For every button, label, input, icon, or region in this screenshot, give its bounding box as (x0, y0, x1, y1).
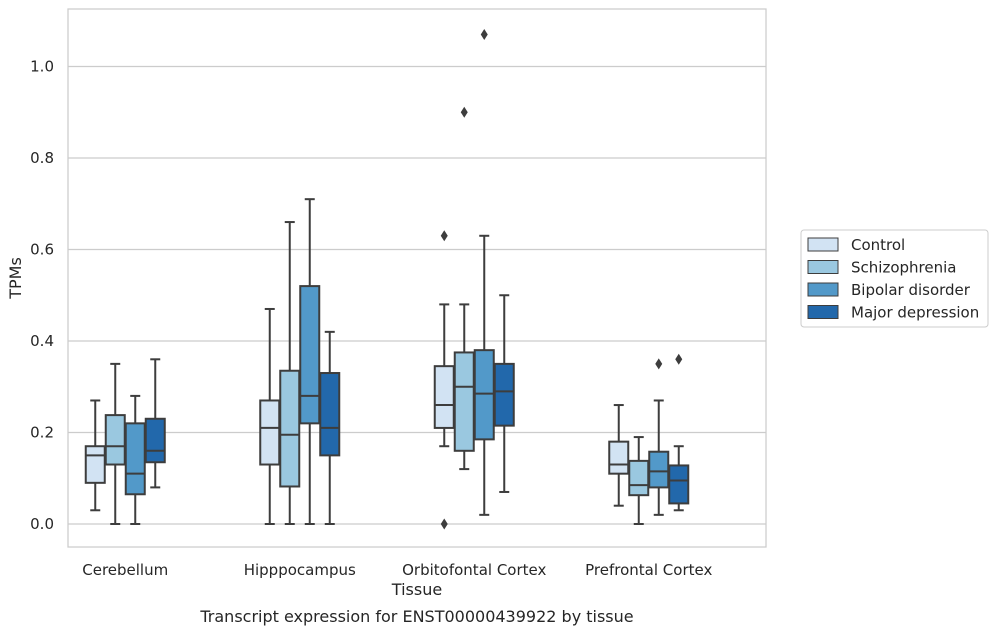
box-cerebellum-bipolar-disorder (124, 394, 146, 525)
box-body (668, 464, 690, 505)
outlier-point (675, 353, 683, 365)
box-orbitofontal-cortex-bipolar-disorder (473, 28, 495, 516)
box-body (319, 372, 341, 457)
legend: Control Schizophrenia Bipolar disorder Majo… (800, 229, 989, 328)
box-body (608, 440, 630, 475)
legend-label: Major depression (851, 304, 979, 322)
box-body (279, 369, 301, 488)
y-tick-label: 0.0 (30, 515, 54, 533)
box-cerebellum-major-depression (144, 358, 166, 489)
box-body (299, 285, 321, 425)
box-body (104, 414, 126, 466)
outlier-point (460, 106, 468, 118)
box-body (124, 422, 146, 496)
legend-swatch (807, 260, 839, 274)
x-tick-label: Cerebellum (82, 561, 168, 579)
grid-lines (68, 65, 766, 525)
box-orbitofontal-cortex-major-depression (493, 294, 515, 493)
box-prefrontal-cortex-control (608, 404, 630, 507)
box-hipppocampus-control (259, 307, 281, 525)
box-hipppocampus-bipolar-disorder (299, 198, 321, 525)
x-tick-labels: Cerebellum Hipppocampus Orbitofontal Corte… (82, 561, 712, 579)
box-body (493, 362, 515, 427)
outlier-point (440, 518, 448, 530)
box-body (648, 450, 670, 489)
box-hipppocampus-schizophrenia (279, 221, 301, 525)
box-cerebellum-control (84, 399, 106, 512)
x-tick-label: Hipppocampus (244, 561, 356, 579)
legend-swatch (807, 237, 839, 252)
box-body (628, 459, 650, 497)
chart-caption: Transcript expression for ENST0000043992… (199, 607, 633, 626)
outlier-point (480, 28, 488, 40)
legend-swatch (807, 282, 839, 297)
legend-label: Bipolar disorder (851, 281, 971, 299)
legend-swatch (807, 305, 839, 319)
box-orbitofontal-cortex-schizophrenia (453, 106, 475, 471)
box-prefrontal-cortex-bipolar-disorder (648, 358, 670, 516)
y-tick-label: 0.8 (30, 149, 54, 167)
y-axis-title: TPMs (6, 257, 25, 300)
x-tick-label: Orbitofontal Cortex (402, 561, 546, 579)
box-body (84, 445, 106, 484)
box-cerebellum-schizophrenia (104, 362, 126, 525)
y-tick-label: 0.4 (30, 332, 54, 350)
y-tick-label: 0.6 (30, 241, 54, 259)
outlier-point (655, 358, 663, 370)
y-tick-labels: 0.0 0.2 0.4 0.6 0.8 1.0 (30, 58, 54, 534)
box-body (453, 351, 475, 452)
box-prefrontal-cortex-major-depression (668, 353, 690, 512)
box-groups (84, 28, 690, 530)
box-orbitofontal-cortex-control (433, 230, 455, 530)
box-body (144, 417, 166, 464)
y-tick-label: 1.0 (30, 58, 54, 76)
legend-label: Schizophrenia (851, 259, 956, 277)
box-body (473, 349, 495, 441)
x-tick-label: Prefrontal Cortex (585, 561, 712, 579)
box-prefrontal-cortex-schizophrenia (628, 436, 650, 525)
plot-frame (67, 8, 767, 548)
box-body (433, 365, 455, 429)
box-body (259, 399, 281, 466)
x-axis-title: Tissue (391, 580, 442, 599)
legend-frame (800, 229, 989, 328)
outlier-point (440, 230, 448, 242)
legend-label: Control (851, 236, 905, 254)
y-tick-label: 0.2 (30, 424, 54, 442)
box-hipppocampus-major-depression (319, 330, 341, 525)
